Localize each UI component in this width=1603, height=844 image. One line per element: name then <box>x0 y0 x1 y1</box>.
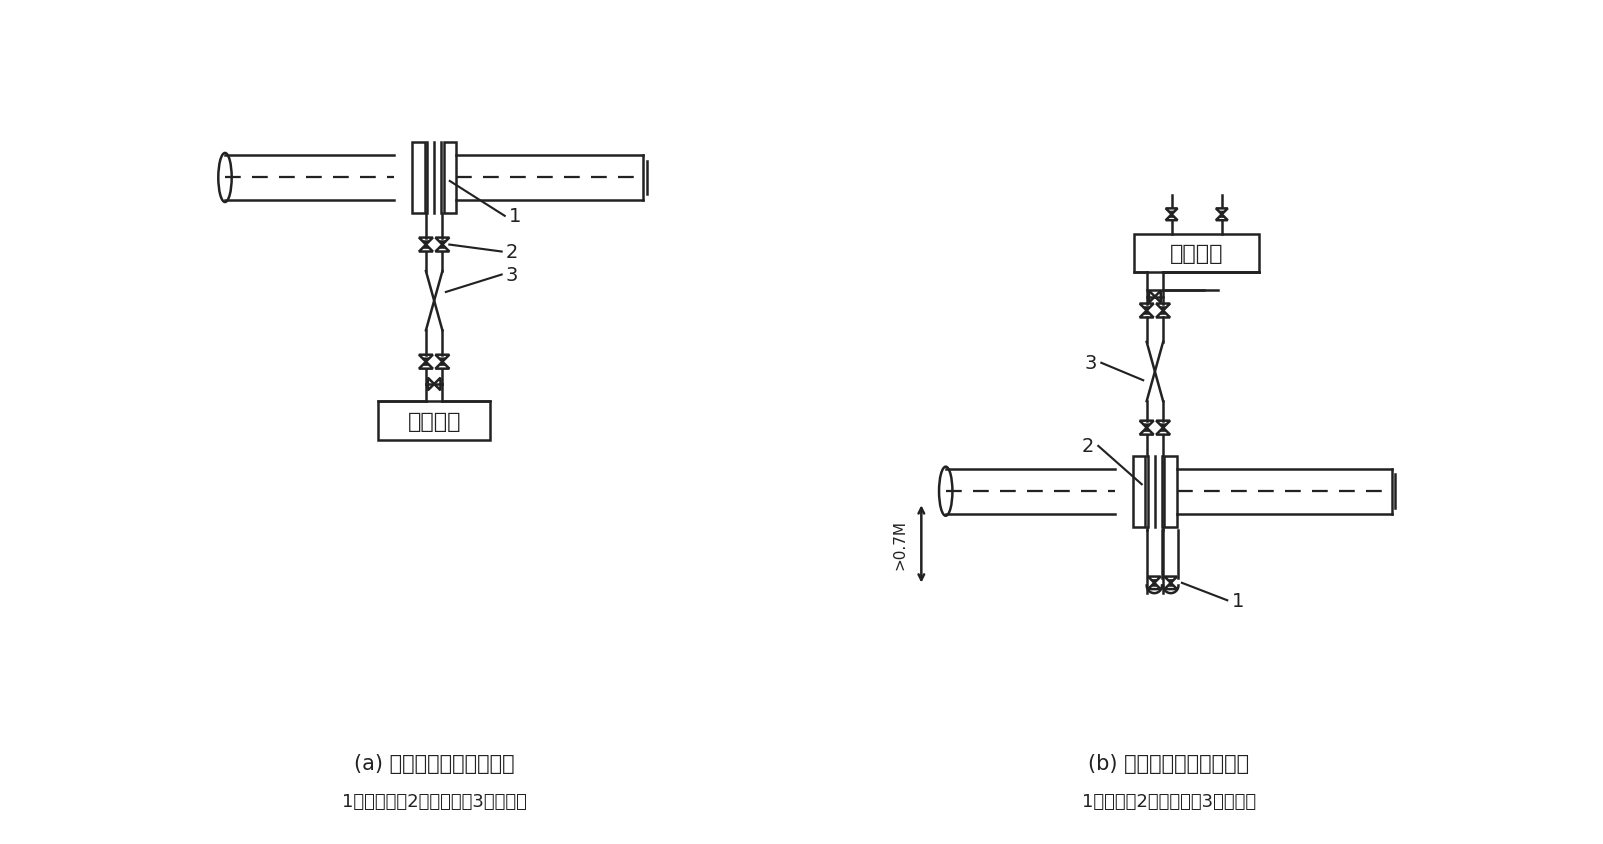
Polygon shape <box>439 363 446 366</box>
Polygon shape <box>1161 311 1165 315</box>
Bar <box>1133 456 1146 528</box>
Polygon shape <box>423 359 430 362</box>
Polygon shape <box>439 246 446 249</box>
Text: 1: 1 <box>1231 591 1244 610</box>
Polygon shape <box>1151 583 1157 587</box>
Polygon shape <box>423 241 430 245</box>
Text: (b) 仪表装在节流装置上方: (b) 仪表装在节流装置上方 <box>1088 753 1249 773</box>
Polygon shape <box>1169 215 1173 219</box>
Text: >0.7M: >0.7M <box>893 519 907 569</box>
Polygon shape <box>1143 307 1149 311</box>
Polygon shape <box>1143 425 1149 428</box>
Bar <box>412 143 425 214</box>
Polygon shape <box>439 241 446 245</box>
Polygon shape <box>1220 212 1225 214</box>
Bar <box>378 402 491 441</box>
Text: 2: 2 <box>1082 437 1095 456</box>
Polygon shape <box>1169 583 1173 587</box>
Text: 3: 3 <box>507 266 518 284</box>
Polygon shape <box>1143 311 1149 315</box>
Polygon shape <box>1143 429 1149 432</box>
Text: 1: 1 <box>508 207 521 226</box>
Polygon shape <box>1161 307 1165 311</box>
Polygon shape <box>423 363 430 366</box>
Text: 差压仪表: 差压仪表 <box>407 411 462 431</box>
Polygon shape <box>423 246 430 249</box>
Text: 3: 3 <box>1085 354 1096 373</box>
Polygon shape <box>439 359 446 362</box>
Polygon shape <box>1220 215 1225 219</box>
Polygon shape <box>1151 580 1157 583</box>
Text: 1、截止阀2、节流装置3、导压管: 1、截止阀2、节流装置3、导压管 <box>1082 793 1255 810</box>
Text: 1、节流装置2、截止钢铁3、导压管: 1、节流装置2、截止钢铁3、导压管 <box>341 793 527 810</box>
Bar <box>1133 235 1260 273</box>
Polygon shape <box>1169 212 1173 214</box>
Polygon shape <box>1161 429 1165 432</box>
Text: 2: 2 <box>507 243 518 262</box>
Bar <box>444 143 455 214</box>
Polygon shape <box>1169 580 1173 583</box>
Text: (a) 仪表装在节流装置下方: (a) 仪表装在节流装置下方 <box>354 753 515 773</box>
Text: 差压仪表: 差压仪表 <box>1170 244 1223 263</box>
Polygon shape <box>1161 425 1165 428</box>
Bar <box>1164 456 1177 528</box>
